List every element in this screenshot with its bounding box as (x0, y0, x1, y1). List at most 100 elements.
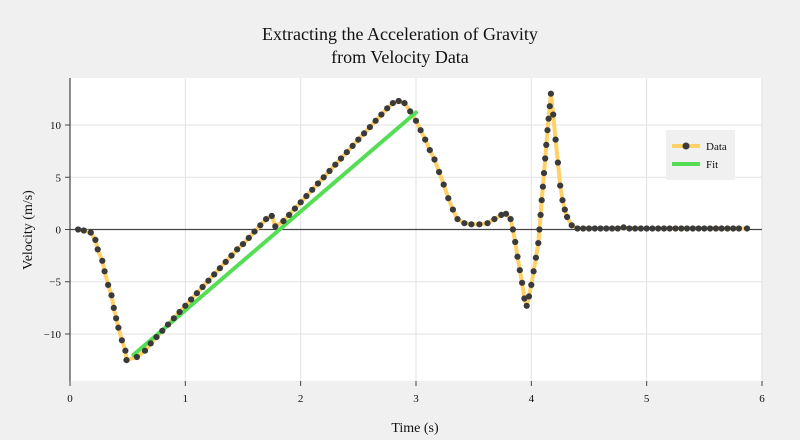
data-point (436, 168, 443, 176)
data-point (422, 136, 429, 143)
data-point (643, 225, 650, 232)
data-point (431, 156, 438, 163)
data-point (199, 283, 206, 291)
data-point (188, 296, 195, 303)
data-point (539, 183, 547, 190)
data-point (502, 210, 510, 217)
data-point (678, 225, 685, 232)
data-point (170, 315, 177, 322)
data-point (672, 225, 679, 232)
data-point (326, 167, 333, 175)
data-point (445, 195, 452, 202)
data-point (153, 334, 160, 341)
data-point (75, 226, 82, 233)
data-point (99, 257, 106, 264)
data-point (468, 221, 475, 228)
data-point (743, 225, 751, 232)
x-axis-label: Time (s) (391, 421, 439, 436)
x-tick-label: 0 (67, 393, 73, 405)
data-point (263, 216, 270, 223)
data-point (557, 182, 564, 189)
data-point (115, 324, 122, 331)
data-point (519, 279, 526, 286)
data-point (514, 253, 521, 260)
data-point (378, 111, 385, 118)
y-tick-label: 0 (56, 225, 62, 237)
data-point (498, 211, 505, 218)
data-point (543, 141, 550, 148)
data-point (614, 225, 621, 232)
data-point (585, 225, 593, 232)
data-point (550, 111, 557, 118)
data-point (655, 225, 662, 232)
data-point (118, 337, 125, 344)
data-point (547, 90, 555, 97)
data-point (545, 115, 552, 122)
data-point (108, 292, 115, 299)
data-point (297, 199, 304, 206)
data-point (251, 228, 258, 235)
legend-label-data: Data (706, 141, 727, 153)
data-point (559, 197, 566, 204)
data-point (417, 127, 424, 134)
data-point (454, 216, 461, 223)
data-point (343, 149, 350, 156)
data-point (268, 212, 275, 219)
data-point (620, 224, 627, 231)
data-point (554, 159, 562, 166)
data-point (542, 155, 549, 162)
data-point (239, 241, 247, 248)
data-point (532, 254, 540, 261)
data-point (491, 216, 498, 223)
data-point (544, 127, 551, 134)
data-point (355, 136, 362, 143)
data-point (320, 174, 327, 181)
data-point (372, 117, 379, 124)
legend-label-fit: Fit (706, 159, 718, 171)
data-point (272, 223, 279, 230)
data-point (384, 105, 391, 112)
x-tick-label: 3 (413, 393, 419, 405)
data-point (561, 206, 568, 213)
data-point (449, 206, 456, 213)
data-point (574, 225, 581, 232)
data-point (626, 225, 633, 232)
data-point (87, 229, 94, 236)
data-point (538, 197, 545, 204)
data-point (92, 236, 99, 243)
y-tick-label: 5 (56, 172, 62, 184)
data-point (484, 220, 491, 227)
data-point (426, 147, 433, 154)
x-tick-label: 4 (529, 393, 535, 405)
data-point (401, 100, 408, 107)
data-point (525, 293, 533, 300)
data-point (476, 221, 483, 228)
data-point (337, 155, 345, 162)
data-point (735, 225, 743, 232)
data-point (540, 170, 548, 177)
data-point (349, 142, 356, 149)
chart-title-line-1: Extracting the Acceleration of Gravity (262, 24, 538, 44)
data-point (724, 225, 731, 232)
data-point (159, 327, 166, 334)
data-point (689, 225, 696, 232)
data-point (568, 222, 575, 229)
data-point (701, 225, 708, 232)
data-point (603, 225, 610, 232)
data-point (712, 225, 720, 232)
data-point (80, 227, 87, 234)
data-point (509, 226, 516, 233)
data-point (528, 281, 535, 288)
y-axis-label: Velocity (m/s) (21, 190, 36, 270)
data-point (412, 117, 420, 124)
x-tick-label: 5 (644, 393, 650, 405)
data-point (591, 225, 598, 232)
x-tick-label: 2 (298, 393, 304, 405)
data-point (597, 225, 604, 232)
data-point (193, 290, 200, 297)
data-point (660, 225, 668, 232)
data-point (546, 103, 553, 110)
data-point (580, 225, 587, 232)
data-point (164, 321, 172, 328)
data-point (280, 218, 287, 225)
